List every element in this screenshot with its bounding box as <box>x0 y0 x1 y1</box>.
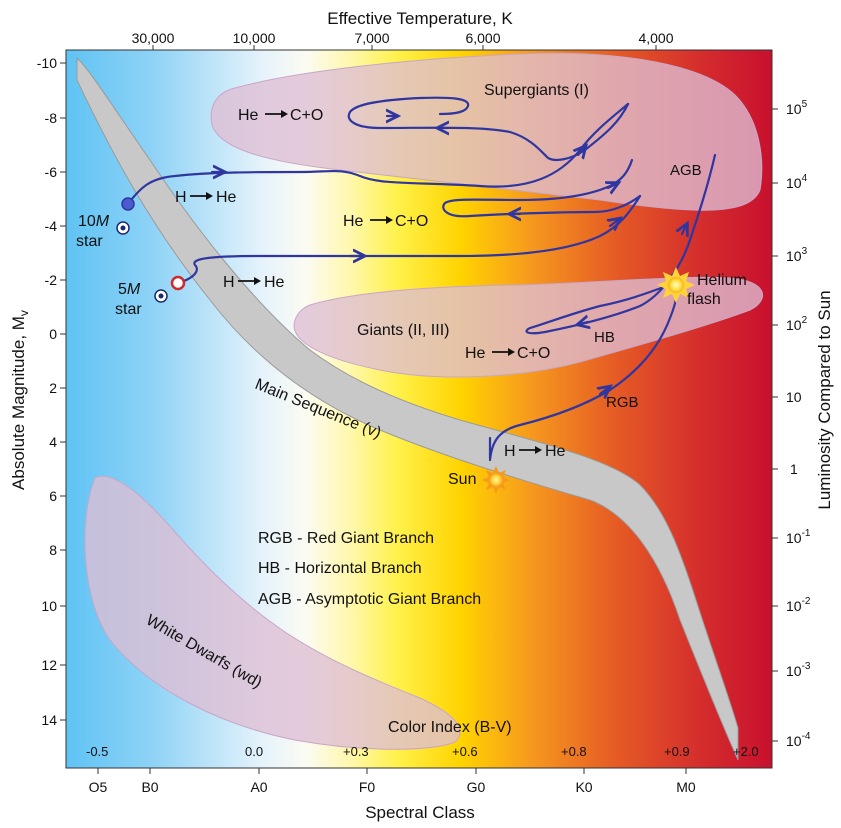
svg-text:+0.8: +0.8 <box>561 744 587 759</box>
color-index-values: -0.5 0.0 +0.3 +0.6 +0.8 +0.9 +2.0 <box>86 744 759 759</box>
right-axis-title: Luminosity Compared to Sun <box>815 290 834 509</box>
bottom-tick-label: M0 <box>676 779 696 795</box>
sun-label: Sun <box>448 471 476 488</box>
bottom-tick-label: A0 <box>250 779 267 795</box>
reaction-label: H He <box>175 189 237 206</box>
left-axis-ticks <box>60 62 66 721</box>
bottom-axis-ticks <box>97 768 687 774</box>
main-sequence-band <box>76 56 739 761</box>
bottom-tick-label: O5 <box>89 779 108 795</box>
helium-flash-label: flash <box>687 291 721 308</box>
reaction-label: He C+O <box>465 345 550 362</box>
agb-label: AGB <box>670 162 702 179</box>
svg-text:He: He <box>545 443 566 460</box>
svg-text:He: He <box>343 213 364 230</box>
star-10m-label: 10M <box>78 213 110 230</box>
left-tick-label: 0 <box>49 326 57 342</box>
svg-text:H: H <box>175 189 187 206</box>
reaction-label: H He <box>504 443 566 460</box>
svg-text:C+O: C+O <box>290 107 323 124</box>
reaction-label: He C+O <box>238 107 323 124</box>
sun-symbol-icon <box>116 221 130 235</box>
svg-text:He: He <box>264 274 285 291</box>
svg-text:+0.6: +0.6 <box>452 744 478 759</box>
bottom-tick-label: G0 <box>467 779 486 795</box>
svg-text:+0.9: +0.9 <box>664 744 690 759</box>
top-tick-label: 4,000 <box>638 30 673 46</box>
star-5m-marker <box>170 275 186 291</box>
svg-text:He: He <box>465 345 486 362</box>
white-dwarfs-region <box>84 476 461 750</box>
svg-text:H: H <box>504 443 516 460</box>
left-tick-label: 12 <box>41 657 57 673</box>
right-tick-label: 105 <box>786 99 808 117</box>
star-10m-marker <box>121 197 135 211</box>
right-axis-ticks <box>772 108 778 742</box>
left-tick-label: -6 <box>45 164 58 180</box>
star-5m-word: star <box>115 301 142 318</box>
helium-flash-icon <box>657 267 695 303</box>
supergiants-region <box>210 52 763 211</box>
legend-item: RGB - Red Giant Branch <box>258 530 434 547</box>
svg-text:+0.3: +0.3 <box>343 744 369 759</box>
star-10m-word: star <box>76 233 103 250</box>
supergiants-label: Supergiants (I) <box>484 82 589 99</box>
svg-text:C+O: C+O <box>517 345 550 362</box>
left-tick-label: 14 <box>41 712 57 728</box>
right-tick-label: 10-1 <box>786 528 811 546</box>
svg-text:He: He <box>238 107 259 124</box>
right-tick-label: 104 <box>786 173 808 191</box>
legend-item: HB - Horizontal Branch <box>258 560 422 577</box>
legend-item: AGB - Asymptotic Giant Branch <box>258 591 481 608</box>
right-tick-label: 10 <box>786 389 802 405</box>
top-axis-ticks <box>152 45 657 50</box>
helium-flash-label: Helium <box>697 272 747 289</box>
left-tick-label: 2 <box>49 380 57 396</box>
sun-symbol-icon <box>154 289 168 303</box>
top-tick-label: 7,000 <box>354 30 389 46</box>
left-tick-label: 4 <box>49 434 57 450</box>
top-axis-title: Effective Temperature, K <box>327 9 513 28</box>
svg-text:0.0: 0.0 <box>245 744 263 759</box>
bottom-axis-title: Spectral Class <box>365 803 475 822</box>
evolution-tracks <box>126 96 717 462</box>
giants-label: Giants (II, III) <box>357 322 449 339</box>
right-tick-label: 10-4 <box>786 731 811 749</box>
reaction-label: He C+O <box>343 213 428 230</box>
top-tick-label: 30,000 <box>132 30 175 46</box>
star-5m-label: 5M <box>118 281 141 298</box>
right-tick-label: 10-2 <box>786 596 811 614</box>
color-index-title: Color Index (B-V) <box>388 719 512 736</box>
reaction-label: H He <box>223 274 285 291</box>
bottom-tick-label: K0 <box>575 779 592 795</box>
right-tick-label: 102 <box>786 315 808 333</box>
top-tick-label: 10,000 <box>233 30 276 46</box>
rgb-label: RGB <box>606 394 639 411</box>
hb-label: HB <box>594 329 615 346</box>
left-axis-title: Absolute Magnitude, Mv <box>9 310 31 490</box>
right-tick-label: 103 <box>786 246 808 264</box>
left-tick-label: 10 <box>41 598 57 614</box>
svg-text:H: H <box>223 274 235 291</box>
left-tick-label: -4 <box>45 218 58 234</box>
left-tick-label: 8 <box>49 542 57 558</box>
left-tick-label: 6 <box>49 488 57 504</box>
sun-icon <box>482 466 510 494</box>
svg-text:He: He <box>216 189 237 206</box>
svg-text:C+O: C+O <box>395 213 428 230</box>
bottom-tick-label: B0 <box>141 779 158 795</box>
right-tick-label: 1 <box>790 461 798 477</box>
bottom-tick-label: F0 <box>359 779 376 795</box>
top-tick-label: 6,000 <box>465 30 500 46</box>
svg-text:-0.5: -0.5 <box>86 744 108 759</box>
svg-text:+2.0: +2.0 <box>733 744 759 759</box>
left-tick-label: -2 <box>45 272 58 288</box>
left-tick-label: -10 <box>37 55 57 71</box>
right-tick-label: 10-3 <box>786 661 811 679</box>
left-tick-label: -8 <box>45 110 58 126</box>
